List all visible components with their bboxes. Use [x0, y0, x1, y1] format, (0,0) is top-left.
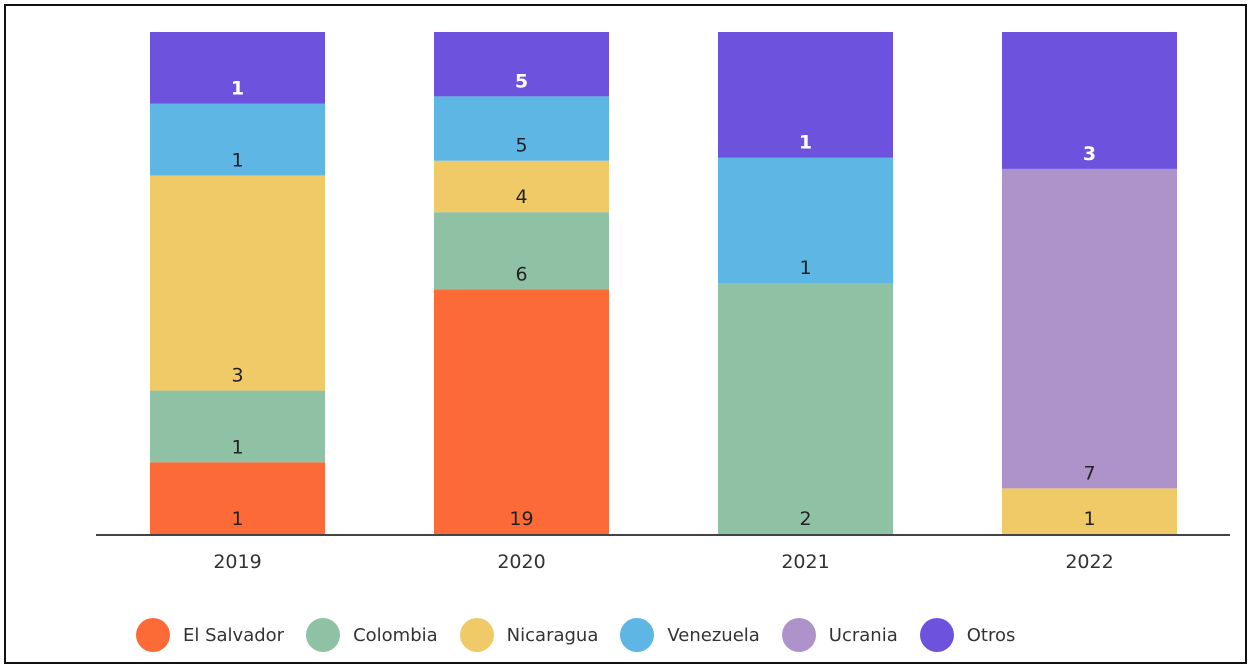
data-label-2020-venezuela: 5	[515, 135, 527, 157]
data-label-2022-ucrania: 7	[1083, 462, 1095, 484]
data-label-2022-otros: 3	[1083, 143, 1096, 165]
legend-item-venezuela: Venezuela	[620, 618, 760, 652]
bar-segment-2021-venezuela	[718, 157, 893, 283]
legend-label-venezuela: Venezuela	[667, 624, 760, 646]
legend-item-el-salvador: El Salvador	[136, 618, 284, 652]
data-label-2019-nicaragua: 3	[231, 365, 243, 387]
bar-segment-2019-venezuela	[150, 103, 325, 176]
legend-item-nicaragua: Nicaragua	[459, 618, 599, 652]
bar-segment-2020-venezuela	[434, 96, 609, 161]
data-label-2019-colombia: 1	[231, 436, 243, 458]
bar-segment-2020-colombia	[434, 212, 609, 290]
legend-item-colombia: Colombia	[306, 618, 438, 652]
data-label-2019-venezuela: 1	[231, 149, 243, 171]
data-label-2022-nicaragua: 1	[1083, 508, 1095, 530]
data-label-2019-el-salvador: 1	[231, 508, 243, 530]
legend-swatch-venezuela	[620, 618, 655, 652]
bar-segment-2019-otros	[150, 32, 325, 104]
legend-label-otros: Otros	[966, 624, 1016, 646]
x-tick-label-2022: 2022	[1065, 551, 1113, 573]
x-tick-label-2019: 2019	[213, 551, 261, 573]
bar-segment-2021-otros	[718, 32, 893, 158]
bar-segment-2020-el-salvador	[434, 289, 609, 534]
bar-segment-2019-el-salvador	[150, 462, 325, 534]
legend-swatch-colombia	[306, 618, 341, 652]
legend-swatch-el-salvador	[136, 618, 170, 652]
legend-swatch-nicaragua	[459, 618, 494, 652]
bar-segment-2022-nicaragua	[1002, 488, 1177, 534]
data-label-2020-el-salvador: 19	[509, 508, 533, 530]
legend-label-el-salvador: El Salvador	[183, 624, 285, 646]
x-tick-label-2020: 2020	[497, 551, 545, 573]
legend-label-ucrania: Ucrania	[828, 624, 898, 646]
x-tick-label-2021: 2021	[781, 551, 829, 573]
data-label-2019-otros: 1	[231, 78, 244, 100]
legend-item-ucrania: Ucrania	[781, 618, 898, 652]
legend-swatch-otros	[919, 618, 954, 652]
bar-segment-2019-colombia	[150, 390, 325, 463]
data-label-2021-colombia: 2	[799, 508, 811, 530]
bar-segment-2021-colombia	[718, 283, 893, 534]
bar-segment-2020-nicaragua	[434, 160, 609, 213]
chart-legend: El Salvador Colombia Nicaragua Venezuela Ucr…	[136, 618, 1015, 652]
data-label-2020-colombia: 6	[515, 263, 527, 285]
data-label-2020-nicaragua: 4	[515, 186, 527, 208]
data-label-2020-otros: 5	[515, 70, 528, 92]
legend-label-nicaragua: Nicaragua	[506, 624, 599, 646]
data-label-2021-otros: 1	[799, 132, 812, 154]
bar-segment-2022-ucrania	[1002, 168, 1177, 489]
bar-segment-2019-nicaragua	[150, 175, 325, 391]
bar-segment-2020-otros	[434, 32, 609, 97]
legend-label-colombia: Colombia	[353, 624, 438, 646]
data-label-2021-venezuela: 1	[799, 257, 811, 279]
legend-swatch-ucrania	[781, 618, 816, 652]
legend-item-otros: Otros	[919, 618, 1016, 652]
bar-segment-2022-otros	[1002, 32, 1177, 169]
